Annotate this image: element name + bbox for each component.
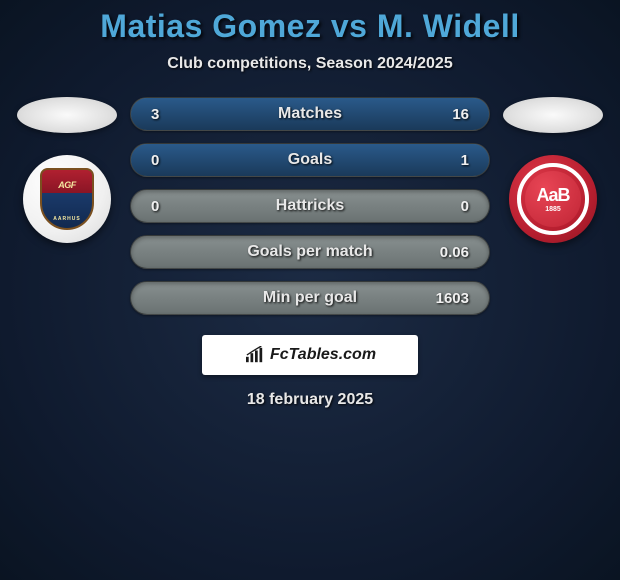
chart-icon: [244, 346, 266, 364]
player-right-avatar: [503, 97, 603, 133]
stat-label: Matches: [278, 105, 342, 123]
club-badge-right-abbrev: AaB: [536, 186, 569, 204]
stat-value-right: 1603: [429, 290, 469, 307]
stats-column: 3 Matches 16 0 Goals 1 0 Hattricks 0 Goals per ma…: [130, 97, 490, 315]
stat-bar: 0 Hattricks 0: [130, 189, 490, 223]
stat-bar: 0 Goals 1: [130, 143, 490, 177]
stat-value-right: 0.06: [429, 244, 469, 261]
player-left-avatar: [17, 97, 117, 133]
stat-value-right: 16: [429, 106, 469, 123]
club-badge-left-sub: AARHUS: [53, 216, 80, 222]
stat-value-left: 0: [151, 198, 191, 215]
subtitle: Club competitions, Season 2024/2025: [0, 55, 620, 73]
club-badge-right-inner: AaB 1885: [525, 171, 581, 227]
page-title: Matias Gomez vs M. Widell: [0, 8, 620, 45]
stat-value-right: 0: [429, 198, 469, 215]
player-right-column: AaB 1885: [498, 97, 608, 243]
club-badge-right: AaB 1885: [509, 155, 597, 243]
club-badge-left-abbrev: AGF: [58, 180, 76, 190]
club-badge-left: AGF AARHUS: [23, 155, 111, 243]
stat-label: Goals: [288, 151, 332, 169]
date-line: 18 february 2025: [0, 391, 620, 409]
stat-label: Goals per match: [247, 243, 372, 261]
stat-value-right: 1: [429, 152, 469, 169]
brand-box[interactable]: FcTables.com: [202, 335, 418, 375]
club-badge-right-year: 1885: [545, 206, 561, 213]
player-left-column: AGF AARHUS: [12, 97, 122, 243]
club-badge-left-shield: AGF AARHUS: [40, 168, 94, 230]
stat-bar: 3 Matches 16: [130, 97, 490, 131]
stat-bar: Goals per match 0.06: [130, 235, 490, 269]
stat-label: Min per goal: [263, 289, 357, 307]
stat-value-left: 3: [151, 106, 191, 123]
stat-value-left: 0: [151, 152, 191, 169]
stat-label: Hattricks: [276, 197, 344, 215]
comparison-row: AGF AARHUS 3 Matches 16 0 Goals 1 0 Hattricks 0 G…: [0, 97, 620, 315]
brand-text: FcTables.com: [270, 346, 376, 364]
stat-bar: Min per goal 1603: [130, 281, 490, 315]
